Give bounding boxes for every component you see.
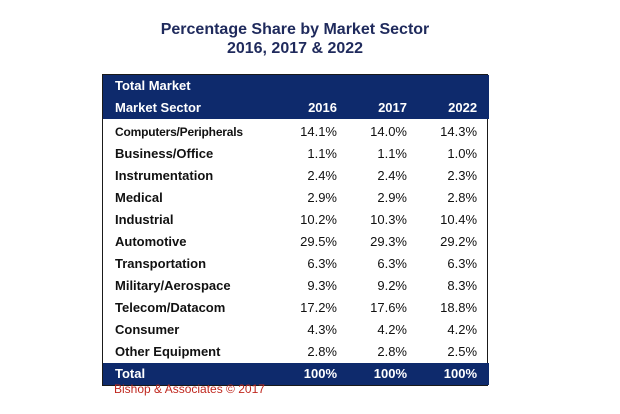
table-total-row: Total 100% 100% 100%: [103, 363, 490, 385]
total-label: Total: [103, 363, 279, 385]
column-header-year: 2017: [349, 97, 419, 119]
value-cell: 17.2%: [300, 300, 337, 315]
table-row: Telecom/Datacom 17.2% 17.6% 18.8%: [103, 297, 489, 319]
value-cell: 2.4%: [377, 168, 407, 183]
sector-cell: Automotive: [115, 234, 187, 249]
value-cell: 4.2%: [447, 322, 478, 337]
total-value: 100%: [419, 363, 490, 385]
sector-cell: Consumer: [115, 322, 180, 337]
table-row: Instrumentation 2.4% 2.4% 2.3%: [103, 165, 489, 187]
value-cell: 2.8%: [307, 344, 337, 359]
value-cell: 2.8%: [377, 344, 407, 359]
value-cell: 10.4%: [440, 212, 478, 227]
sector-cell: Medical: [115, 190, 163, 205]
value-cell: 1.1%: [377, 146, 407, 161]
table-row: Industrial 10.2% 10.3% 10.4%: [103, 209, 489, 231]
sector-cell: Transportation: [115, 256, 207, 271]
value-cell: 6.3%: [307, 256, 337, 271]
sector-cell: Business/Office: [115, 146, 214, 161]
value-cell: 2.3%: [447, 168, 478, 183]
value-cell: 14.3%: [440, 124, 478, 139]
table-row: Business/Office 1.1% 1.1% 1.0%: [103, 143, 489, 165]
table-row: Consumer 4.3% 4.2% 4.2%: [103, 319, 489, 341]
table-row: Medical 2.9% 2.9% 2.8%: [103, 187, 489, 209]
value-cell: 9.2%: [377, 278, 407, 293]
value-cell: 2.9%: [307, 190, 337, 205]
column-header-year: 2016: [279, 97, 349, 119]
value-cell: 2.8%: [447, 190, 478, 205]
table-row: Military/Aerospace 9.3% 9.2% 8.3%: [103, 275, 489, 297]
value-cell: 4.3%: [307, 322, 337, 337]
sector-cell: Computers/Peripherals: [115, 125, 243, 139]
value-cell: 14.0%: [370, 124, 407, 139]
value-cell: 1.1%: [307, 146, 337, 161]
sector-cell: Industrial: [115, 212, 174, 227]
page-subtitle: 2016, 2017 & 2022: [226, 40, 364, 57]
value-cell: 14.1%: [300, 124, 337, 139]
column-header-year: 2022: [419, 97, 490, 119]
total-value: 100%: [349, 363, 419, 385]
page-title: Percentage Share by Market Sector: [160, 21, 430, 38]
value-cell: 29.5%: [300, 234, 337, 249]
table-row: Other Equipment 2.8% 2.8% 2.5%: [103, 341, 489, 363]
table-row: Computers/Peripherals 14.1% 14.0% 14.3%: [103, 119, 489, 143]
value-cell: 29.2%: [440, 234, 478, 249]
header-total-market: Total Market: [103, 75, 490, 97]
source-credit: Bishop & Associates © 2017: [114, 382, 265, 396]
value-cell: 18.8%: [440, 300, 478, 315]
value-cell: 2.5%: [447, 344, 478, 359]
value-cell: 8.3%: [447, 278, 478, 293]
value-cell: 29.3%: [370, 234, 407, 249]
sector-cell: Other Equipment: [115, 344, 221, 359]
sector-cell: Instrumentation: [115, 168, 214, 183]
value-cell: 4.2%: [377, 322, 407, 337]
value-cell: 10.3%: [370, 212, 407, 227]
value-cell: 10.2%: [300, 212, 337, 227]
sector-cell: Military/Aerospace: [115, 278, 231, 293]
value-cell: 2.4%: [307, 168, 337, 183]
total-value: 100%: [279, 363, 349, 385]
value-cell: 17.6%: [370, 300, 407, 315]
table-row: Automotive 29.5% 29.3% 29.2%: [103, 231, 489, 253]
table-header-row: Market Sector 2016 2017 2022: [103, 97, 490, 119]
value-cell: 2.9%: [377, 190, 407, 205]
sector-cell: Telecom/Datacom: [115, 300, 226, 315]
table-header-top-row: Total Market: [103, 75, 490, 97]
market-share-table: Total Market Market Sector 2016 2017 202…: [102, 74, 490, 386]
value-cell: 1.0%: [447, 146, 478, 161]
value-cell: 6.3%: [447, 256, 478, 271]
value-cell: 6.3%: [377, 256, 407, 271]
table-row: Transportation 6.3% 6.3% 6.3%: [103, 253, 489, 275]
column-header-sector: Market Sector: [103, 97, 279, 119]
value-cell: 9.3%: [307, 278, 337, 293]
